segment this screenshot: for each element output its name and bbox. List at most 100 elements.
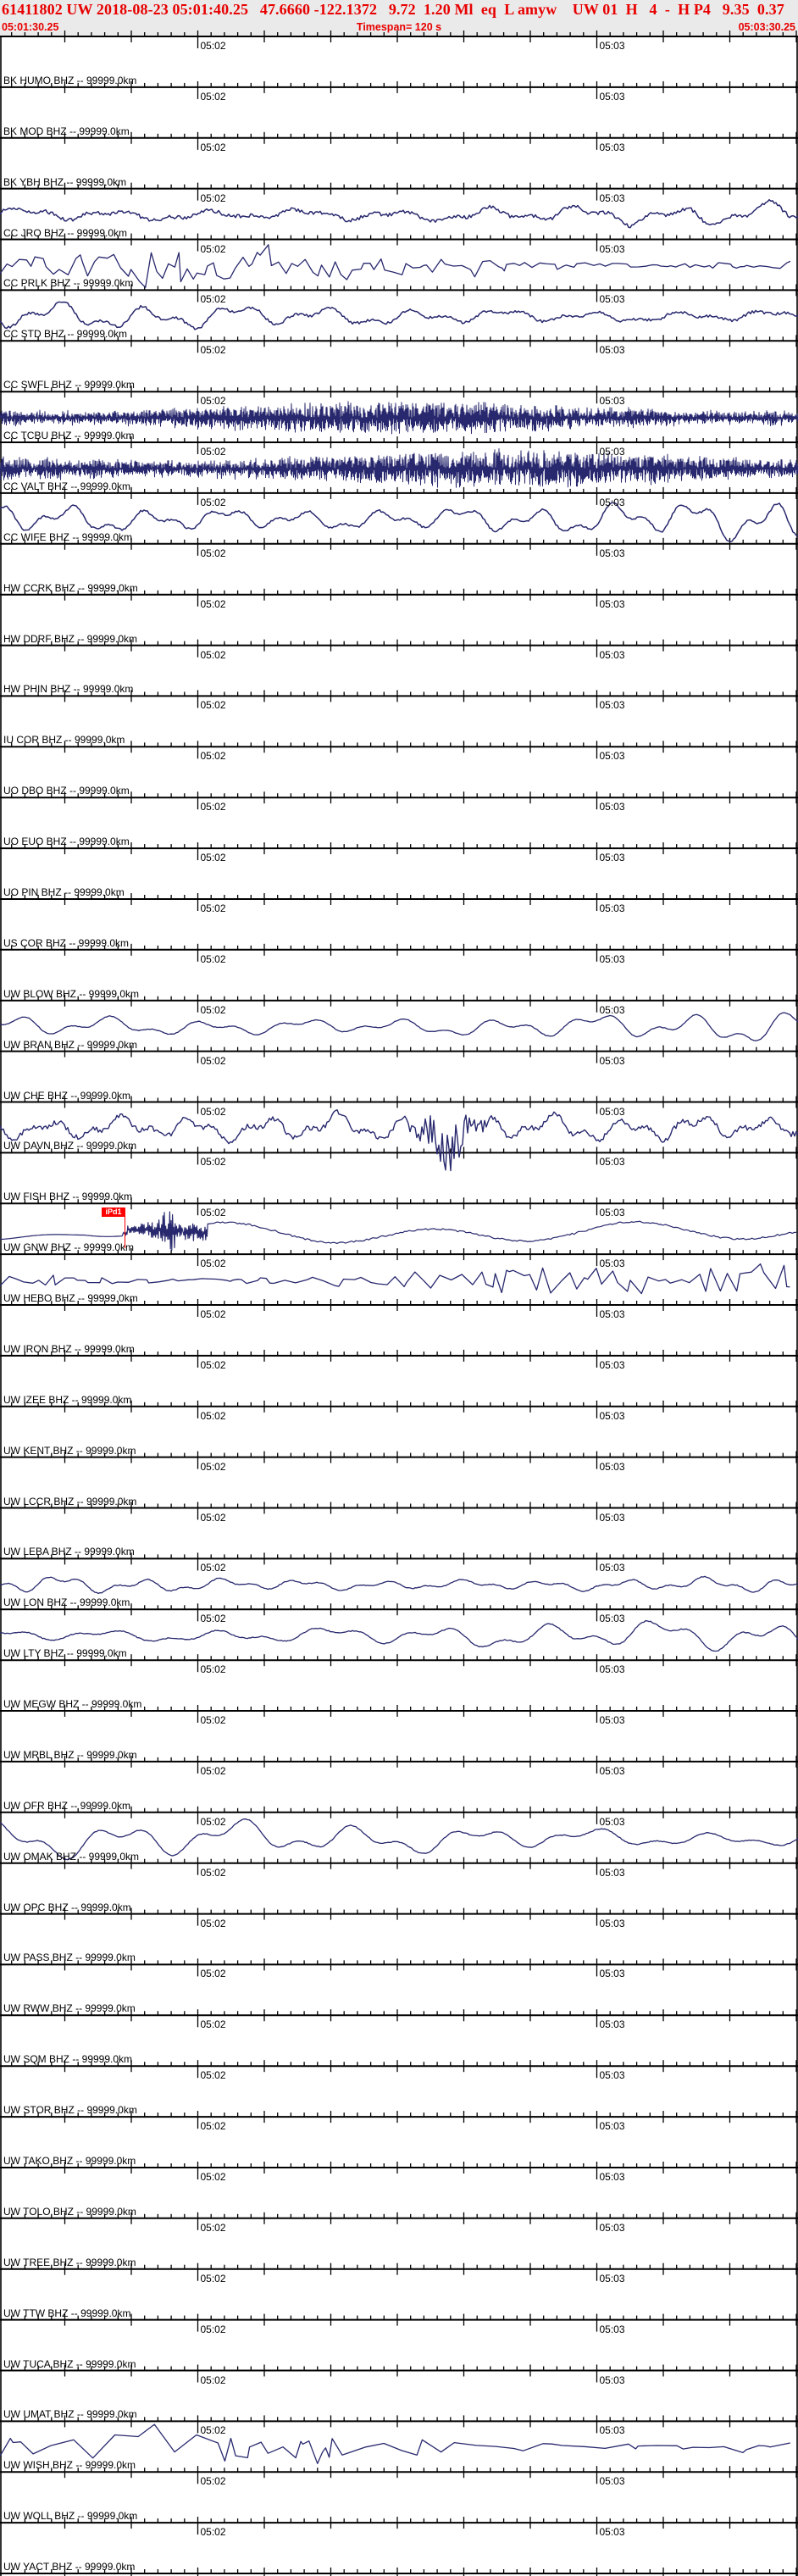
time-label: 05:02 bbox=[200, 2373, 226, 2386]
p-pick-line bbox=[124, 1217, 125, 1249]
time-label: 05:03 bbox=[599, 293, 625, 306]
station-label: HW DDRF BHZ -- 99999.0km bbox=[3, 632, 138, 645]
station-label: UO PIN BHZ -- 99999.0km bbox=[3, 886, 125, 898]
station-label: UW LEBA BHZ -- 99999.0km bbox=[3, 1546, 135, 1558]
station-label: UW FISH BHZ -- 99999.0km bbox=[3, 1191, 133, 1203]
station-label: UW IRON BHZ -- 99999.0km bbox=[3, 1342, 135, 1355]
time-label: 05:03 bbox=[599, 2018, 625, 2031]
time-label: 05:03 bbox=[599, 1308, 625, 1320]
time-label: 05:02 bbox=[200, 344, 226, 357]
station-label: UW OPC BHZ -- 99999.0km bbox=[3, 1901, 131, 1913]
time-label: 05:03 bbox=[599, 242, 625, 255]
station-label: UW TAKO BHZ -- 99999.0km bbox=[3, 2155, 136, 2167]
time-label: 05:03 bbox=[599, 2526, 625, 2539]
event-summary: 61411802 UW 2018-08-23 05:01:40.25 47.66… bbox=[2, 1, 784, 18]
time-label: 05:03 bbox=[599, 1714, 625, 1726]
timespan-label: Timespan= 120 s bbox=[356, 21, 442, 33]
time-label: 05:02 bbox=[200, 1663, 226, 1676]
time-label: 05:03 bbox=[599, 1003, 625, 1016]
station-label: UW UMAT BHZ -- 99999.0km bbox=[3, 2408, 137, 2421]
station-label: CC JRO BHZ -- 99999.0km bbox=[3, 226, 128, 239]
station-label: UW RWW BHZ -- 99999.0km bbox=[3, 2002, 136, 2015]
time-label: 05:02 bbox=[200, 1866, 226, 1879]
time-label: 05:03 bbox=[599, 2221, 625, 2234]
station-label: BK HUMO BHZ -- 99999.0km bbox=[3, 74, 137, 86]
time-label: 05:03 bbox=[599, 446, 625, 458]
time-label: 05:02 bbox=[200, 1358, 226, 1371]
station-label: UO EUO BHZ -- 99999.0km bbox=[3, 836, 130, 848]
time-label: 05:03 bbox=[599, 141, 625, 153]
time-label: 05:03 bbox=[599, 1207, 625, 1219]
station-label: UW MEGW BHZ -- 99999.0km bbox=[3, 1698, 142, 1710]
time-label: 05:03 bbox=[599, 2272, 625, 2285]
time-label: 05:02 bbox=[200, 90, 226, 103]
time-label: 05:03 bbox=[599, 1866, 625, 1879]
station-label: IU COR BHZ -- 99999.0km bbox=[3, 734, 125, 747]
time-label: 05:03 bbox=[599, 750, 625, 763]
time-label: 05:03 bbox=[599, 2171, 625, 2183]
time-label: 05:02 bbox=[200, 1409, 226, 1422]
window-start-time: 05:01:30.25 bbox=[2, 21, 59, 33]
time-label: 05:03 bbox=[599, 1562, 625, 1574]
time-label: 05:02 bbox=[200, 952, 226, 965]
time-label: 05:03 bbox=[599, 801, 625, 813]
time-label: 05:02 bbox=[200, 902, 226, 914]
time-label: 05:02 bbox=[200, 1257, 226, 1270]
station-label: CC PRLK BHZ -- 99999.0km bbox=[3, 277, 134, 290]
window-end-time: 05:03:30.25 bbox=[738, 21, 795, 33]
time-label: 05:02 bbox=[200, 2221, 226, 2234]
station-label: UW KENT BHZ -- 99999.0km bbox=[3, 1444, 136, 1457]
station-label: UW WOLL BHZ -- 99999.0km bbox=[3, 2510, 138, 2523]
p-pick-flag[interactable]: iPd1 bbox=[102, 1208, 125, 1218]
time-label: 05:02 bbox=[200, 2120, 226, 2133]
station-label: UW WISH BHZ -- 99999.0km bbox=[3, 2459, 136, 2472]
time-label: 05:02 bbox=[200, 192, 226, 204]
station-label: CC STD BHZ -- 99999.0km bbox=[3, 328, 128, 341]
station-label: UW LON BHZ -- 99999.0km bbox=[3, 1596, 130, 1609]
time-label: 05:02 bbox=[200, 1003, 226, 1016]
station-label: UW STOR BHZ -- 99999.0km bbox=[3, 2104, 137, 2117]
time-label: 05:03 bbox=[599, 597, 625, 610]
time-label: 05:02 bbox=[200, 2526, 226, 2539]
station-label: UW GNW BHZ -- 99999.0km bbox=[3, 1241, 135, 1254]
station-label: UW MRBL BHZ -- 99999.0km bbox=[3, 1748, 137, 1761]
station-label: UW TREE BHZ -- 99999.0km bbox=[3, 2256, 136, 2268]
time-label: 05:02 bbox=[200, 1917, 226, 1929]
time-label: 05:03 bbox=[599, 648, 625, 661]
station-label: HW PHIN BHZ -- 99999.0km bbox=[3, 683, 134, 696]
time-label: 05:02 bbox=[200, 1156, 226, 1169]
time-label: 05:02 bbox=[200, 395, 226, 408]
time-label: 05:03 bbox=[599, 90, 625, 103]
time-label: 05:03 bbox=[599, 40, 625, 52]
station-label: UW IZEE BHZ -- 99999.0km bbox=[3, 1393, 132, 1406]
station-label: BK MOD BHZ -- 99999.0km bbox=[3, 125, 130, 137]
time-label: 05:03 bbox=[599, 2424, 625, 2437]
time-label: 05:03 bbox=[599, 1460, 625, 1473]
time-label: 05:03 bbox=[599, 1663, 625, 1676]
time-label: 05:02 bbox=[200, 1815, 226, 1828]
time-label: 05:02 bbox=[200, 597, 226, 610]
time-label: 05:03 bbox=[599, 699, 625, 712]
time-label: 05:03 bbox=[599, 496, 625, 508]
time-label: 05:03 bbox=[599, 1764, 625, 1777]
station-label: UO DBO BHZ -- 99999.0km bbox=[3, 785, 130, 797]
time-label: 05:03 bbox=[599, 192, 625, 204]
time-label: 05:02 bbox=[200, 293, 226, 306]
station-label: HW CCRK BHZ -- 99999.0km bbox=[3, 581, 138, 594]
time-label: 05:02 bbox=[200, 2018, 226, 2031]
time-label: 05:03 bbox=[599, 2323, 625, 2335]
time-label: 05:02 bbox=[200, 141, 226, 153]
station-label: UW CHE BHZ -- 99999.0km bbox=[3, 1089, 131, 1102]
station-label: UW PASS BHZ -- 99999.0km bbox=[3, 1951, 136, 1964]
station-label: UW TUCA BHZ -- 99999.0km bbox=[3, 2357, 136, 2370]
time-label: 05:03 bbox=[599, 1917, 625, 1929]
station-label: CC VALT BHZ -- 99999.0km bbox=[3, 480, 131, 492]
time-label: 05:03 bbox=[599, 1409, 625, 1422]
time-label: 05:02 bbox=[200, 547, 226, 559]
time-label: 05:02 bbox=[200, 1460, 226, 1473]
time-label: 05:03 bbox=[599, 852, 625, 864]
time-label: 05:02 bbox=[200, 2171, 226, 2183]
time-label: 05:03 bbox=[599, 2475, 625, 2488]
